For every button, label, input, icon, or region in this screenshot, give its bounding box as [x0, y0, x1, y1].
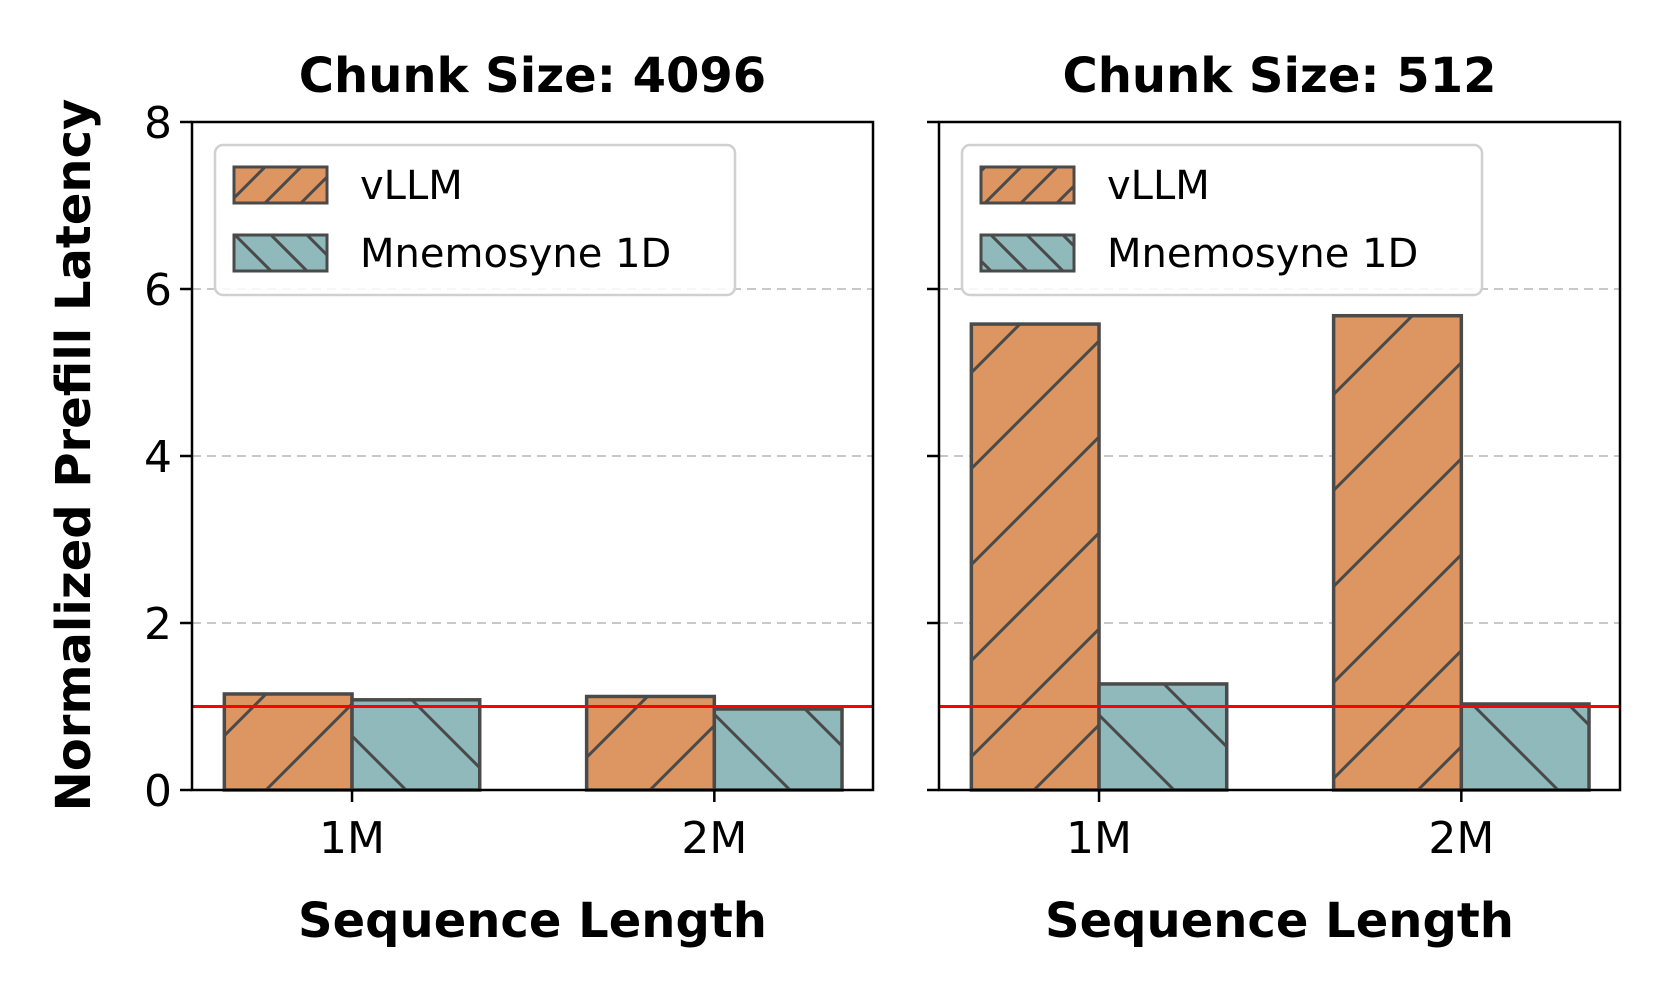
- x-tick-label: 1M: [1066, 813, 1132, 864]
- legend-label: vLLM: [1107, 163, 1210, 209]
- x-axis-label: Sequence Length: [298, 893, 767, 949]
- legend-label: Mnemosyne 1D: [1107, 231, 1418, 277]
- x-axis-label: Sequence Length: [1045, 893, 1514, 949]
- y-axis-label: Normalized Prefill Latency: [46, 99, 102, 812]
- bar-vllm-1m: [969, 322, 1101, 792]
- legend-box: [213, 143, 737, 297]
- legend-swatch-mnemosyne-1d: [979, 233, 1076, 273]
- x-tick-label: 2M: [681, 813, 747, 864]
- y-tick-label: 8: [144, 98, 172, 149]
- y-tick-label: 2: [144, 599, 172, 650]
- bar-mnemosyne-1d-1m: [1097, 682, 1229, 792]
- bar-vllm-2m: [1331, 313, 1464, 792]
- y-tick-label: 0: [144, 766, 172, 817]
- y-tick-label: 6: [144, 265, 172, 316]
- bar-mnemosyne-1d-2m: [1459, 702, 1591, 792]
- legend-label: Mnemosyne 1D: [360, 231, 671, 277]
- x-tick-label: 1M: [319, 813, 385, 864]
- legend: vLLM Mnemosyne 1D: [960, 143, 1484, 297]
- x-tick-label: 2M: [1428, 813, 1494, 864]
- legend-label: vLLM: [360, 163, 463, 209]
- legend: vLLM Mnemosyne 1D: [213, 143, 737, 297]
- panel-title: Chunk Size: 512: [1063, 48, 1497, 104]
- panel-title: Chunk Size: 4096: [299, 48, 766, 104]
- bar-mnemosyne-1d-1m: [350, 698, 482, 792]
- bar-vllm-1m: [222, 692, 354, 792]
- legend-swatch-vllm: [232, 165, 329, 205]
- bar-vllm-2m: [584, 694, 717, 792]
- legend-box: [960, 143, 1484, 297]
- bar-mnemosyne-1d-2m: [712, 707, 844, 792]
- legend-swatch-vllm: [979, 165, 1076, 205]
- y-tick-label: 4: [144, 432, 172, 483]
- legend-swatch-mnemosyne-1d: [232, 233, 329, 273]
- panel-chunk-4096: 0 2 4 6 8 1M 2M Chunk Size: 4096 Sequence Length…: [144, 48, 875, 949]
- panel-chunk-512: 1M 2M Chunk Size: 512 Sequence Length vLLM Mn…: [927, 48, 1622, 949]
